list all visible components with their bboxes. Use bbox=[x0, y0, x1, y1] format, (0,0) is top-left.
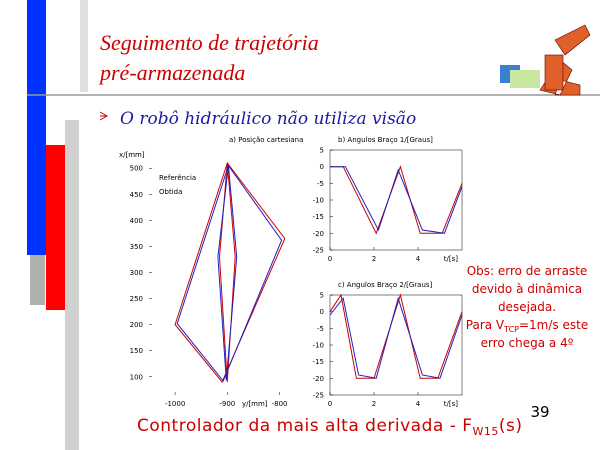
blue-bar bbox=[27, 0, 46, 255]
curve bbox=[329, 296, 463, 379]
note-sub: TCP bbox=[503, 325, 519, 334]
plot-title: b) Angulos Braço 1/[Graus] bbox=[338, 136, 433, 144]
title: pré-armazenada bbox=[98, 60, 245, 85]
y-tick-label: 150 bbox=[130, 347, 143, 355]
gray-bar bbox=[80, 0, 88, 92]
x-tick-label: -800 bbox=[272, 400, 288, 408]
legend-entry: Obtida bbox=[159, 188, 182, 196]
bullet-icon bbox=[99, 111, 109, 121]
note-line: desejada. bbox=[498, 300, 556, 314]
note-line: devido à dinâmica bbox=[472, 282, 582, 296]
y-tick-label: 250 bbox=[130, 295, 143, 303]
gray-bar bbox=[30, 255, 45, 305]
y-tick-label: 100 bbox=[130, 373, 143, 381]
x-axis-label: t/[s] bbox=[444, 400, 458, 408]
x-axis-label: t/[s] bbox=[444, 255, 458, 263]
x-tick-label: 2 bbox=[372, 255, 376, 263]
red-bar bbox=[46, 145, 65, 310]
curve bbox=[176, 164, 283, 382]
note-line: erro chega a 4º bbox=[481, 336, 574, 350]
x-tick-label: 4 bbox=[416, 255, 421, 263]
title: Seguimento de trajetória bbox=[100, 30, 319, 55]
note-text: Para V bbox=[466, 318, 505, 332]
footer-text: Controlador da mais alta derivada - F bbox=[137, 416, 473, 436]
y-tick-label: -15 bbox=[313, 358, 324, 366]
note: Obs: erro de arraste devido à dinâmica d… bbox=[466, 264, 588, 350]
y-tick-label: -5 bbox=[317, 325, 324, 333]
page-number: 39 bbox=[530, 403, 549, 421]
gray-bar bbox=[65, 120, 79, 450]
y-tick-label: 200 bbox=[130, 321, 143, 329]
y-tick-label: -25 bbox=[313, 247, 324, 255]
y-tick-label: -15 bbox=[313, 213, 324, 221]
plot-title: c) Angulos Braço 2/[Graus] bbox=[338, 281, 433, 289]
y-tick-label: -5 bbox=[317, 180, 324, 188]
y-tick-label: 350 bbox=[130, 243, 143, 251]
y-axis-label: x/[mm] bbox=[119, 151, 145, 159]
y-tick-label: -25 bbox=[313, 392, 324, 400]
robot-icon bbox=[500, 24, 591, 96]
x-axis-label: y/[mm] bbox=[242, 400, 268, 408]
x-tick-label: 4 bbox=[416, 400, 421, 408]
legend-entry: Referência bbox=[159, 174, 196, 182]
curve bbox=[174, 161, 286, 383]
y-tick-label: -20 bbox=[313, 230, 324, 238]
footer-text: (s) bbox=[499, 416, 523, 436]
y-tick-label: 0 bbox=[320, 308, 324, 316]
x-tick-label: 0 bbox=[328, 255, 332, 263]
y-tick-label: 5 bbox=[320, 147, 324, 155]
y-tick-label: 500 bbox=[130, 165, 143, 173]
note-line: Para VTCP=1m/s este bbox=[466, 318, 588, 334]
bullet-text: O robô hidráulico não utiliza visão bbox=[120, 109, 416, 129]
x-tick-label: -1000 bbox=[165, 400, 185, 408]
y-tick-label: 0 bbox=[320, 163, 324, 171]
note-line: Obs: erro de arraste bbox=[467, 264, 588, 278]
footer-sub: W15 bbox=[473, 425, 499, 438]
y-tick-label: -10 bbox=[313, 342, 324, 350]
x-tick-label: 0 bbox=[328, 400, 332, 408]
y-tick-label: 400 bbox=[130, 217, 143, 225]
footer: Controlador da mais alta derivada - FW15… bbox=[137, 416, 523, 438]
plot-title: a) Posição cartesiana bbox=[229, 136, 303, 144]
y-tick-label: 300 bbox=[130, 269, 143, 277]
x-tick-label: 2 bbox=[372, 400, 376, 408]
y-tick-label: -10 bbox=[313, 197, 324, 205]
curve bbox=[330, 166, 463, 234]
y-tick-label: 5 bbox=[320, 292, 324, 300]
y-tick-label: 450 bbox=[130, 191, 143, 199]
note-text: =1m/s este bbox=[519, 318, 588, 332]
x-tick-label: -900 bbox=[219, 400, 235, 408]
y-tick-label: -20 bbox=[313, 375, 324, 383]
